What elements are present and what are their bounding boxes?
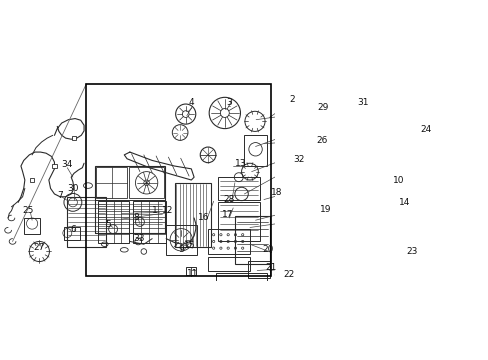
Text: 27: 27	[34, 243, 45, 252]
Bar	[216, 273, 266, 284]
Text: 25: 25	[22, 206, 34, 215]
Bar	[52, 164, 57, 168]
Text: 31: 31	[357, 98, 368, 107]
Text: 9: 9	[178, 245, 184, 254]
Text: 19: 19	[319, 204, 330, 213]
Text: 11: 11	[186, 269, 198, 278]
Bar	[30, 178, 34, 182]
Text: 2: 2	[288, 95, 294, 104]
Text: 3: 3	[226, 98, 232, 107]
Text: 7: 7	[57, 191, 63, 200]
Bar	[67, 197, 106, 247]
Text: 20: 20	[262, 245, 273, 254]
Bar	[96, 167, 127, 198]
Text: 10: 10	[392, 176, 404, 185]
Text: 17: 17	[222, 210, 233, 219]
Text: 24: 24	[419, 125, 430, 134]
Bar	[95, 199, 165, 233]
Bar	[207, 229, 249, 254]
Text: 33: 33	[133, 234, 145, 243]
Text: 14: 14	[398, 198, 409, 207]
Bar	[244, 135, 266, 166]
Text: 23: 23	[406, 247, 417, 256]
Bar	[128, 167, 163, 198]
Bar	[64, 228, 80, 240]
Text: 26: 26	[316, 136, 327, 145]
Text: 15: 15	[184, 242, 196, 251]
Bar	[185, 267, 195, 275]
Bar	[72, 136, 76, 140]
Bar	[248, 261, 269, 278]
Text: 34: 34	[61, 160, 73, 169]
Text: 32: 32	[292, 155, 304, 164]
Text: 13: 13	[234, 159, 246, 168]
Bar	[132, 201, 166, 243]
Bar	[207, 257, 249, 271]
Bar	[86, 84, 270, 276]
Text: 5: 5	[105, 220, 111, 229]
Text: 29: 29	[316, 103, 327, 112]
Bar	[24, 218, 41, 234]
Text: 12: 12	[162, 206, 173, 215]
Text: 30: 30	[67, 184, 79, 193]
Text: 21: 21	[265, 263, 276, 272]
Text: 16: 16	[198, 213, 209, 222]
Bar	[98, 201, 128, 243]
Text: 1: 1	[152, 206, 158, 215]
Bar	[234, 216, 269, 264]
Bar	[174, 183, 210, 247]
Text: 6: 6	[70, 225, 76, 234]
Bar	[218, 177, 260, 199]
Text: 8: 8	[133, 213, 139, 222]
Text: 4: 4	[188, 98, 194, 107]
Bar	[218, 202, 260, 242]
Bar	[166, 225, 197, 255]
Text: 28: 28	[223, 195, 235, 204]
Bar	[95, 166, 165, 233]
Text: 22: 22	[283, 270, 294, 279]
Text: 18: 18	[270, 188, 282, 197]
